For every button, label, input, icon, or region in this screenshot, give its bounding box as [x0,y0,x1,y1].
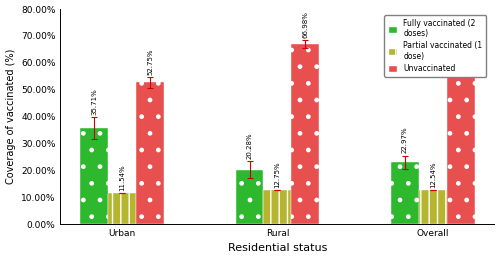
Bar [419,190,447,224]
Bar [292,44,320,224]
Bar [236,170,264,224]
Text: 52.75%: 52.75% [147,48,153,75]
Text: 66.98%: 66.98% [302,11,308,38]
Text: 35.71%: 35.71% [91,88,97,115]
Bar [136,82,164,224]
Text: 20.28%: 20.28% [246,133,252,159]
Text: 12.75%: 12.75% [274,161,280,188]
Bar [391,162,419,224]
Text: 64.50%: 64.50% [458,17,464,43]
Legend: Fully vaccinated (2
doses), Partial vaccinated (1
dose), Unvaccinated: Fully vaccinated (2 doses), Partial vacc… [384,15,486,77]
Y-axis label: Coverage of vaccinated (%): Coverage of vaccinated (%) [6,49,16,184]
Text: 11.54%: 11.54% [119,164,125,191]
Bar [264,190,291,224]
Bar [80,128,108,224]
X-axis label: Residential status: Residential status [228,243,327,254]
Bar [108,193,136,224]
Text: 22.97%: 22.97% [402,127,408,153]
Bar [447,51,474,224]
Text: 12.54%: 12.54% [430,162,436,188]
